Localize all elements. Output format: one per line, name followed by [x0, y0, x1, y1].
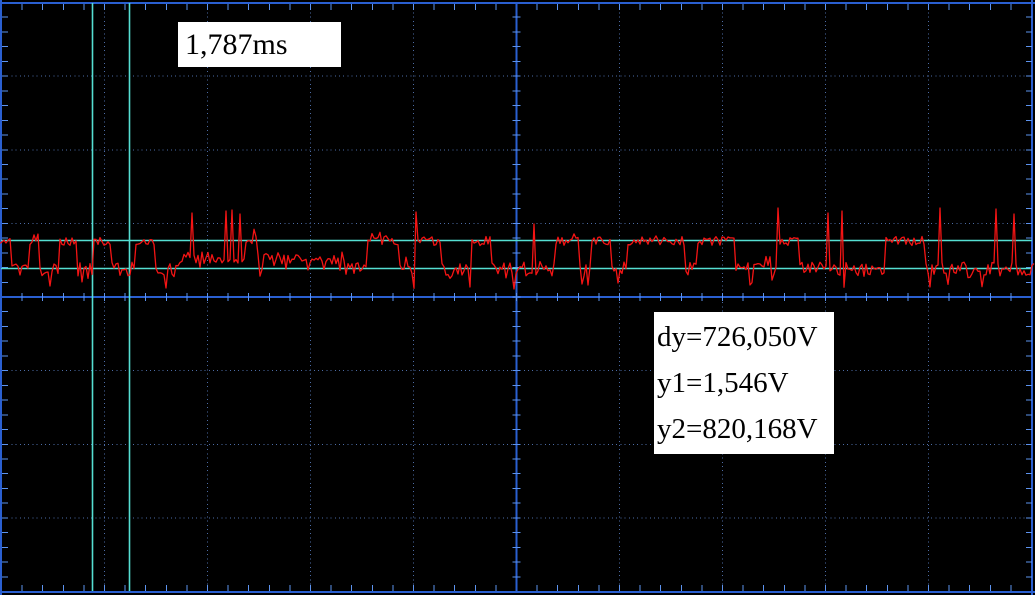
center-axes	[1, 3, 1032, 591]
y2-readout: y2=820,168V	[657, 413, 818, 445]
dy-readout: dy=726,050V	[657, 321, 818, 353]
signal-trace	[0, 207, 1035, 290]
time-cursor-readout-box: 1,787ms	[178, 22, 341, 67]
time-cursor-value: 1,787ms	[185, 27, 288, 61]
voltage-cursor-readout-box: dy=726,050V y1=1,546V y2=820,168V	[654, 312, 834, 454]
y1-readout: y1=1,546V	[657, 367, 789, 399]
channel-trace	[0, 207, 1035, 290]
